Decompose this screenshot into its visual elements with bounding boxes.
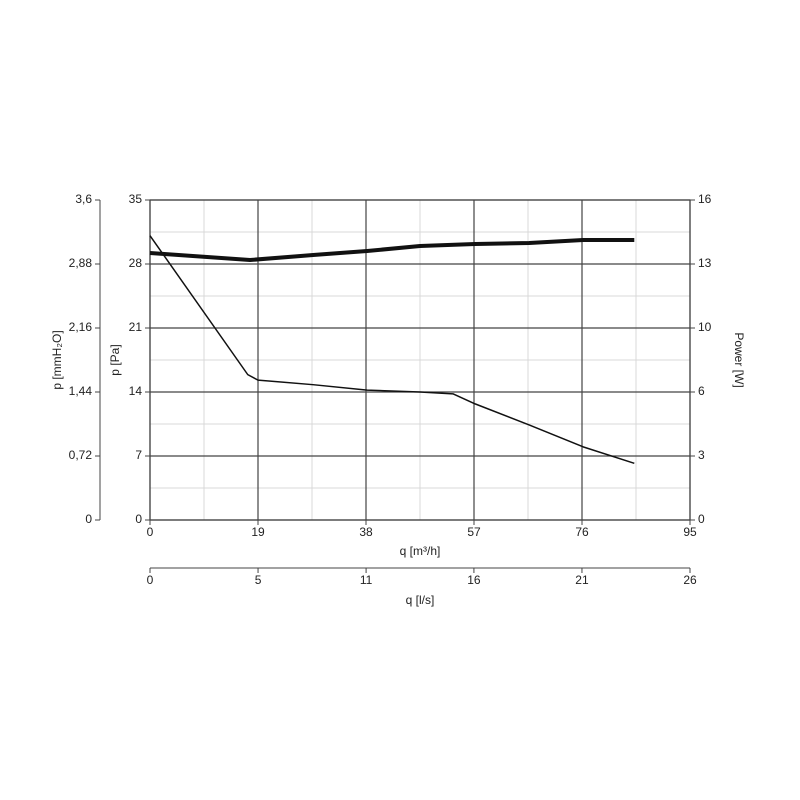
x-tick-label: 38 (359, 525, 373, 539)
series-line (149, 238, 635, 262)
y3-tick-label: 3,6 (75, 192, 92, 206)
y-tick-label: 21 (129, 320, 143, 334)
x-tick-label: 57 (467, 525, 481, 539)
y-tick-label: 14 (129, 384, 143, 398)
x2-tick-label: 0 (147, 573, 154, 587)
y-tick-label: 7 (135, 448, 142, 462)
x-axis-label: q [m³/h] (400, 544, 441, 558)
y-tick-label: 0 (135, 512, 142, 526)
y-tick-label: 28 (129, 256, 143, 270)
y2-tick-label: 10 (698, 320, 712, 334)
x-tick-label: 76 (575, 525, 589, 539)
y2-tick-label: 13 (698, 256, 712, 270)
x2-tick-label: 5 (255, 573, 262, 587)
y3-tick-label: 2,16 (69, 320, 93, 334)
y3-tick-label: 1,44 (69, 384, 93, 398)
x-tick-label: 19 (251, 525, 265, 539)
plot-frame (149, 199, 691, 521)
y-tick-label: 35 (129, 192, 143, 206)
y3-tick-label: 2,88 (69, 256, 93, 270)
y2-tick-label: 16 (698, 192, 712, 206)
y-axis-label: p [Pa] (108, 344, 122, 375)
series-line (149, 235, 635, 465)
y3-axis-label: p [mmH₂O] (50, 330, 64, 389)
x2-axis-label: q [l/s] (406, 593, 435, 607)
y2-tick-label: 3 (698, 448, 705, 462)
y3-tick-label: 0 (85, 512, 92, 526)
y2-axis-label: Power [W] (732, 332, 746, 387)
x2-tick-label: 11 (360, 573, 373, 587)
x2-tick-label: 21 (575, 573, 589, 587)
x2-tick-label: 26 (683, 573, 697, 587)
x-tick-label: 95 (683, 525, 697, 539)
x-tick-label: 0 (147, 525, 154, 539)
y2-tick-label: 6 (698, 384, 705, 398)
y3-tick-label: 0,72 (69, 448, 93, 462)
y2-tick-label: 0 (698, 512, 705, 526)
x2-tick-label: 16 (467, 573, 481, 587)
